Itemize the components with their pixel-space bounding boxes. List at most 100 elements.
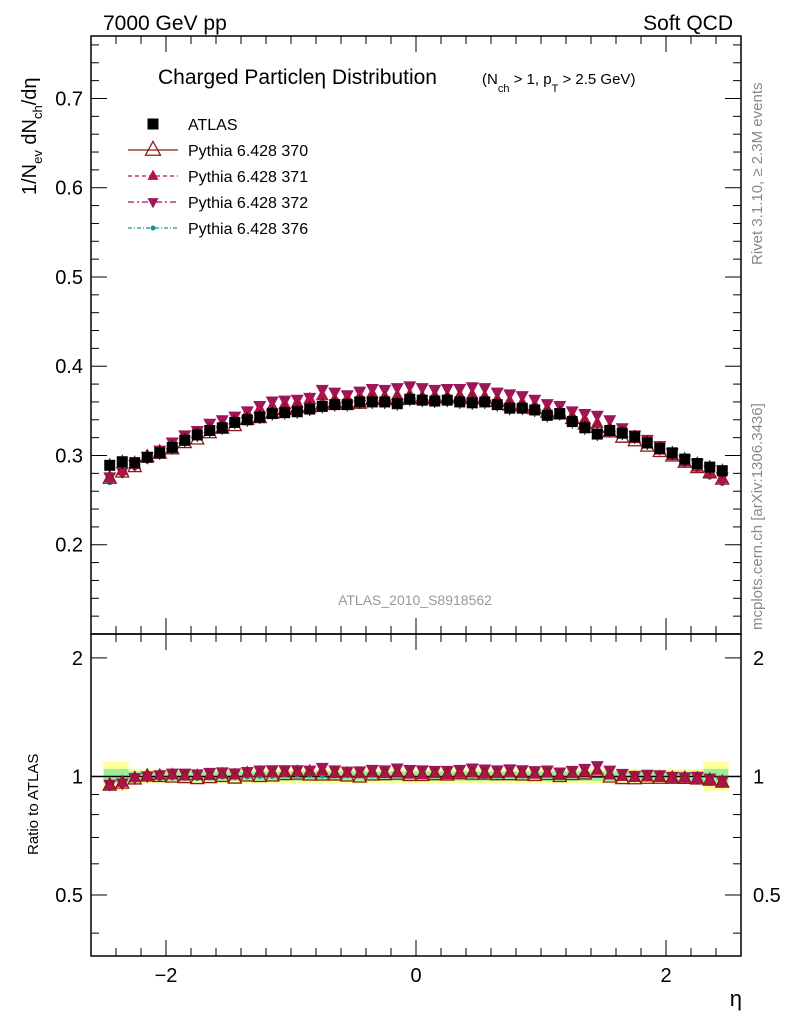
legend-marker <box>144 140 162 156</box>
ratio-point <box>377 766 393 781</box>
legend-marker <box>150 225 156 231</box>
data-point <box>354 396 366 408</box>
ratio-point <box>565 765 579 778</box>
data-point <box>714 470 730 485</box>
data-point <box>216 422 228 434</box>
data-point <box>654 442 666 454</box>
ratio-y-tick-label: 0.5 <box>55 885 83 907</box>
data-point <box>541 409 553 421</box>
data-point <box>404 393 416 405</box>
data-point <box>179 434 191 446</box>
ratio-point <box>490 766 504 779</box>
data-point <box>429 395 441 407</box>
ratio-point <box>102 776 118 791</box>
ratio-point <box>414 767 430 782</box>
data-point <box>154 447 166 459</box>
ratio-point <box>339 767 355 782</box>
ratio-point <box>539 766 555 781</box>
y-tick-label: 0.2 <box>55 535 83 557</box>
ratio-axis-ticks: 0.5 0.5 1 1 2 2 −2 0 2 <box>55 634 781 987</box>
legend-label: ATLAS <box>188 117 238 134</box>
ratio-point <box>103 777 117 790</box>
ratio-point <box>378 766 392 779</box>
y-tick-label: 0.7 <box>55 88 83 110</box>
ratio-point <box>364 766 380 781</box>
ratio-point <box>527 767 543 782</box>
data-point <box>604 425 616 437</box>
data-point <box>316 400 328 412</box>
legend-label: Pythia 6.428 376 <box>188 221 308 238</box>
ratio-point <box>452 765 468 780</box>
ratio-point <box>552 768 568 783</box>
ratio-point <box>214 768 230 783</box>
data-point <box>229 416 241 428</box>
ratio-y-tick-label-right: 2 <box>753 648 764 670</box>
ratio-point <box>327 766 343 781</box>
y-tick-label: 0.3 <box>55 445 83 467</box>
data-point <box>129 457 141 469</box>
ratio-point <box>164 768 180 783</box>
ratio-point <box>690 771 704 784</box>
ratio-point <box>440 767 454 780</box>
ratio-point <box>714 773 730 788</box>
ratio-point <box>664 769 680 784</box>
legend-label: Pythia 6.428 371 <box>188 169 308 186</box>
data-point <box>329 399 341 411</box>
data-point <box>416 394 428 406</box>
ratio-axis-label: Ratio to ATLAS <box>25 754 42 855</box>
ratio-point <box>252 768 268 783</box>
ratio-point <box>514 766 530 781</box>
ratio-point <box>678 770 692 783</box>
ratio-point <box>564 766 580 781</box>
data-point <box>616 427 628 439</box>
data-point <box>291 406 303 418</box>
ratio-point <box>453 765 467 778</box>
ratio-point <box>239 767 255 782</box>
ratio-point <box>402 767 418 782</box>
ratio-plot-frame <box>90 633 742 957</box>
data-point <box>379 396 391 408</box>
ratio-point <box>652 769 668 784</box>
ratio-point <box>314 766 330 781</box>
data-point <box>441 394 453 406</box>
ratio-point <box>653 770 667 783</box>
data-point <box>266 408 278 420</box>
data-point <box>516 402 528 414</box>
ratio-series-pythia-6-428-370 <box>102 763 730 791</box>
ratio-point <box>277 766 293 781</box>
ratio-point <box>189 770 205 785</box>
ratio-point <box>477 765 493 780</box>
ratio-point <box>439 766 455 781</box>
ratio-point <box>489 766 505 781</box>
x-tick-label: 2 <box>660 965 671 987</box>
ratio-point <box>689 770 705 785</box>
data-point <box>204 425 216 437</box>
ratio-point <box>152 768 168 783</box>
data-point <box>465 387 479 400</box>
legend-item: Pythia 6.428 370 <box>128 140 308 160</box>
data-point <box>578 412 592 425</box>
ratio-point <box>553 767 567 780</box>
x-tick-label: −2 <box>155 965 178 987</box>
ratio-point <box>665 770 679 783</box>
ratio-point <box>177 769 193 784</box>
data-point <box>704 461 716 473</box>
legend-marker <box>147 198 159 209</box>
data-point <box>529 404 541 416</box>
header-left: 7000 GeV pp <box>103 12 227 35</box>
data-point <box>116 456 128 468</box>
data-point <box>315 388 329 401</box>
ratio-point <box>302 766 318 781</box>
ratio-point <box>264 767 280 782</box>
legend-marker <box>147 169 159 180</box>
data-point <box>591 428 603 440</box>
data-point <box>466 397 478 409</box>
data-point <box>166 441 178 453</box>
y-tick-label: 0.4 <box>55 356 83 378</box>
ratio-point <box>478 766 492 779</box>
ratio-y-tick-label-right: 0.5 <box>753 885 781 907</box>
data-point <box>254 411 266 423</box>
ratio-point <box>114 774 130 789</box>
data-point <box>491 399 503 411</box>
ratio-point <box>352 768 368 783</box>
